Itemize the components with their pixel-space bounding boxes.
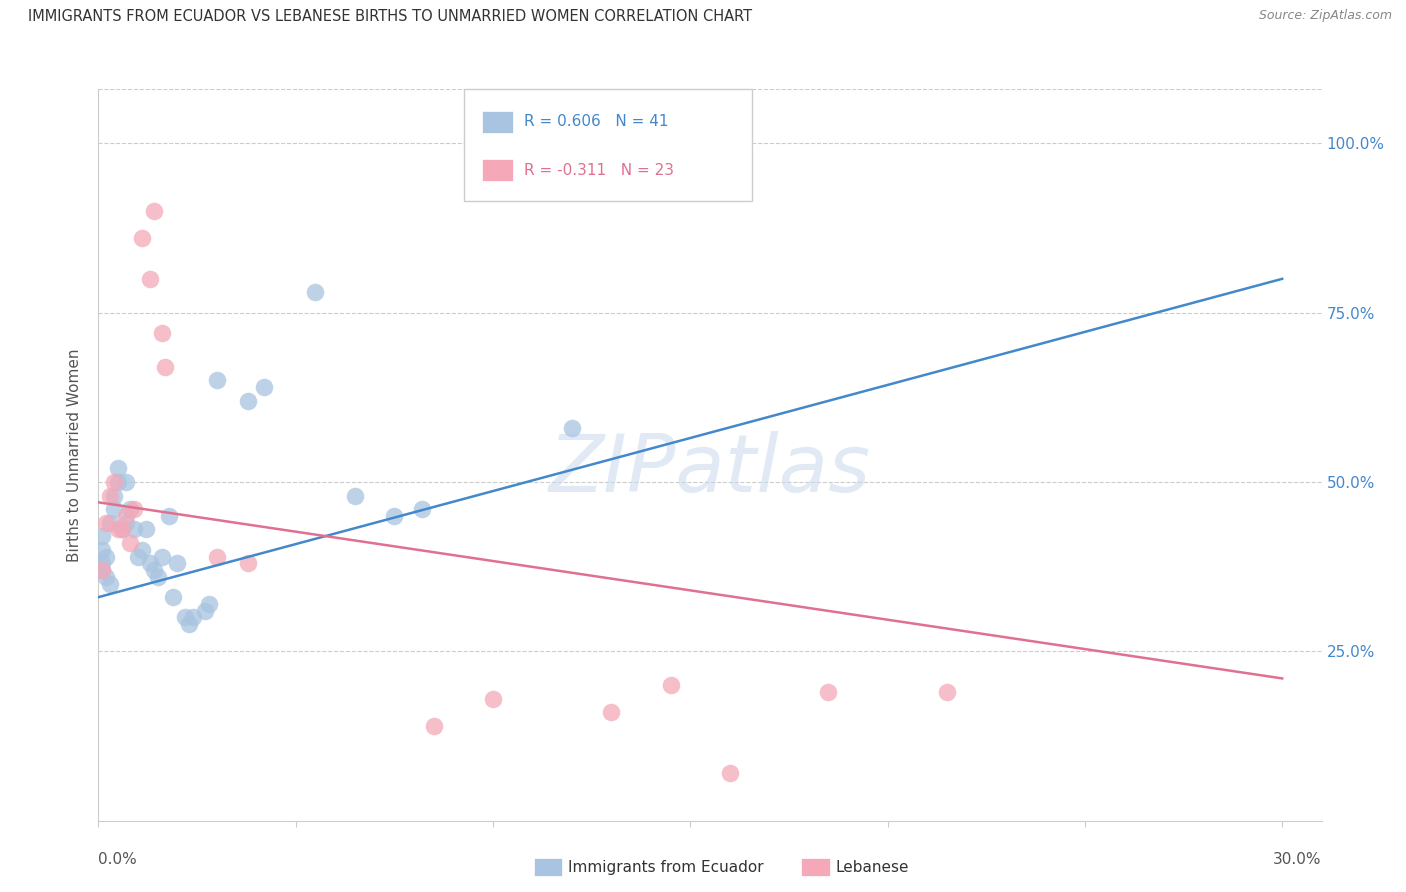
Point	[91, 556, 114, 570]
Point	[671, 136, 693, 151]
Point	[96, 516, 118, 530]
Point	[935, 685, 957, 699]
Point	[127, 549, 149, 564]
Point	[159, 508, 181, 523]
Point	[91, 542, 114, 557]
Text: 30.0%: 30.0%	[1274, 852, 1322, 867]
Point	[205, 549, 228, 564]
Point	[103, 489, 125, 503]
Point	[561, 421, 583, 435]
Point	[142, 204, 165, 219]
Point	[122, 502, 145, 516]
Point	[150, 326, 173, 340]
Point	[718, 766, 741, 780]
Point	[150, 549, 173, 564]
Point	[91, 529, 114, 543]
Point	[118, 536, 141, 550]
Point	[155, 359, 177, 374]
Point	[423, 719, 446, 733]
Point	[146, 570, 169, 584]
Point	[115, 508, 138, 523]
Point	[107, 475, 129, 489]
Point	[343, 489, 366, 503]
Point	[98, 489, 121, 503]
Text: R = -0.311   N = 23: R = -0.311 N = 23	[524, 162, 675, 178]
Point	[205, 373, 228, 387]
Point	[118, 502, 141, 516]
Point	[96, 570, 118, 584]
Point	[659, 678, 682, 692]
Point	[111, 523, 134, 537]
Point	[411, 502, 433, 516]
Point	[181, 610, 204, 624]
Point	[138, 556, 160, 570]
Text: 0.0%: 0.0%	[98, 852, 138, 867]
Point	[115, 516, 138, 530]
Point	[131, 542, 153, 557]
Point	[122, 523, 145, 537]
Point	[600, 706, 623, 720]
Point	[135, 523, 157, 537]
Point	[482, 691, 505, 706]
Point	[111, 523, 134, 537]
Point	[103, 502, 125, 516]
Point	[107, 461, 129, 475]
Point	[238, 556, 260, 570]
Point	[91, 563, 114, 577]
Point	[98, 516, 121, 530]
Point	[198, 597, 221, 611]
Point	[179, 617, 201, 632]
Point	[142, 563, 165, 577]
Point	[98, 576, 121, 591]
Point	[166, 556, 188, 570]
Point	[817, 685, 839, 699]
Text: R = 0.606   N = 41: R = 0.606 N = 41	[524, 114, 669, 129]
Point	[162, 590, 184, 604]
Y-axis label: Births to Unmarried Women: Births to Unmarried Women	[67, 348, 83, 562]
Point	[138, 272, 160, 286]
Point	[103, 475, 125, 489]
Point	[304, 285, 326, 300]
Point	[91, 563, 114, 577]
Point	[174, 610, 197, 624]
Text: Lebanese: Lebanese	[835, 860, 908, 874]
Point	[382, 508, 405, 523]
Point	[115, 475, 138, 489]
Point	[131, 231, 153, 245]
Text: Immigrants from Ecuador: Immigrants from Ecuador	[568, 860, 763, 874]
Point	[96, 549, 118, 564]
Point	[107, 523, 129, 537]
Text: IMMIGRANTS FROM ECUADOR VS LEBANESE BIRTHS TO UNMARRIED WOMEN CORRELATION CHART: IMMIGRANTS FROM ECUADOR VS LEBANESE BIRT…	[28, 9, 752, 24]
Text: Source: ZipAtlas.com: Source: ZipAtlas.com	[1258, 9, 1392, 22]
Point	[253, 380, 276, 394]
Point	[238, 393, 260, 408]
Text: ZIPatlas: ZIPatlas	[548, 431, 872, 508]
Point	[194, 604, 217, 618]
